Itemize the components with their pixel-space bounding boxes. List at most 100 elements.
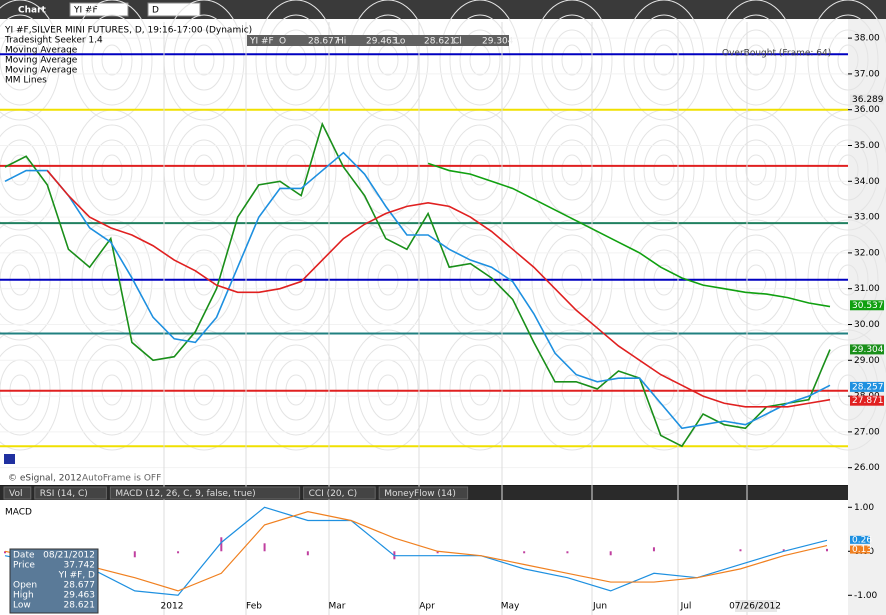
y-tick-label: 30.00 bbox=[854, 320, 880, 330]
y-tick-label: 37.00 bbox=[854, 69, 880, 79]
ohlc-text: Hi bbox=[337, 37, 346, 47]
backdrop-ring bbox=[837, 44, 859, 76]
backdrop-ring bbox=[183, 29, 225, 91]
backdrop-ring bbox=[0, 29, 41, 91]
series-line bbox=[4, 511, 828, 592]
backdrop-ring bbox=[725, 14, 787, 106]
x-tick-label: Apr bbox=[419, 602, 435, 612]
backdrop-ring bbox=[0, 0, 61, 121]
backdrop-ring bbox=[653, 154, 675, 186]
backdrop-ring bbox=[643, 139, 685, 201]
ohlc-text: O bbox=[279, 37, 286, 47]
backdrop-ring bbox=[101, 44, 123, 76]
macd-flag bbox=[850, 535, 870, 544]
y-tick-label: 35.00 bbox=[854, 141, 880, 151]
price-flag-label: 30.537 bbox=[852, 301, 884, 311]
backdrop-ring bbox=[275, 29, 317, 91]
price-flag-label: 27.871 bbox=[852, 396, 884, 406]
y-tick-label: 38.00 bbox=[854, 34, 880, 44]
ohlc-strip bbox=[247, 35, 509, 46]
data-window-value: 08/21/2012 bbox=[43, 551, 95, 561]
x-tick-label: Mar bbox=[329, 602, 346, 612]
y-tick-label: -1.00 bbox=[854, 591, 878, 601]
x-tick-label: May bbox=[501, 602, 520, 612]
tab-label[interactable]: Vol bbox=[9, 489, 22, 499]
interval-box[interactable] bbox=[147, 2, 201, 17]
tab-label[interactable]: MACD (12, 26, C, 9, false, true) bbox=[115, 489, 255, 499]
backdrop-ring bbox=[439, 0, 521, 121]
tab[interactable] bbox=[3, 486, 32, 500]
panel-title: MACD bbox=[5, 508, 32, 518]
ohlc-text: 28.677 bbox=[308, 37, 340, 47]
data-window-key: Price bbox=[13, 561, 35, 571]
backdrop-ring bbox=[183, 139, 225, 201]
data-window-value: 37.742 bbox=[64, 561, 96, 571]
backdrop-ring bbox=[377, 154, 399, 186]
study-label: Moving Average bbox=[5, 46, 78, 56]
price-flag-label: 28.257 bbox=[852, 382, 884, 392]
backdrop-ring bbox=[193, 154, 215, 186]
y-tick-label: 27.00 bbox=[854, 427, 880, 437]
x-tick-label: Jul bbox=[680, 602, 692, 612]
x-tick-label: Jun bbox=[592, 602, 607, 612]
tab-label[interactable]: RSI (14, C) bbox=[40, 489, 88, 499]
tab[interactable] bbox=[378, 486, 469, 500]
backdrop-ring bbox=[817, 124, 879, 216]
annotation: © eSignal, 2012 bbox=[8, 474, 82, 484]
backdrop-ring bbox=[745, 154, 767, 186]
ohlc-text: 28.621 bbox=[424, 37, 456, 47]
macd-flag bbox=[850, 545, 870, 554]
backdrop-ring bbox=[817, 14, 879, 106]
price-flag bbox=[850, 395, 884, 406]
backdrop-ring bbox=[643, 29, 685, 91]
tab[interactable] bbox=[303, 486, 376, 500]
backdrop-ring bbox=[561, 44, 583, 76]
backdrop-ring bbox=[193, 44, 215, 76]
backdrop-ring bbox=[347, 0, 429, 121]
backdrop-ring bbox=[101, 154, 123, 186]
backdrop-ring bbox=[0, 14, 51, 106]
backdrop-ring bbox=[265, 14, 327, 106]
symbol[interactable]: YI #F bbox=[73, 6, 98, 16]
price-flag bbox=[850, 300, 884, 311]
ohlc-text: YI #F bbox=[249, 37, 274, 47]
study-label: Moving Average bbox=[5, 56, 78, 66]
backdrop-ring bbox=[357, 14, 419, 106]
backdrop-ring bbox=[633, 14, 695, 106]
y-tick-label: 26.00 bbox=[854, 463, 880, 473]
backdrop-ring bbox=[367, 139, 409, 201]
backdrop-ring bbox=[459, 29, 501, 91]
interval[interactable]: D bbox=[152, 6, 159, 16]
series-line bbox=[427, 162, 831, 308]
window-title: Chart bbox=[18, 6, 47, 16]
y-tick-label: 34.00 bbox=[854, 177, 880, 187]
backdrop-ring bbox=[367, 29, 409, 91]
tab[interactable] bbox=[109, 486, 301, 500]
backdrop-ring bbox=[623, 0, 705, 121]
tab-label[interactable]: MoneyFlow (14) bbox=[384, 489, 456, 499]
backdrop-ring bbox=[541, 14, 603, 106]
y-tick-label: 36.00 bbox=[854, 105, 880, 115]
backdrop-ring bbox=[725, 124, 787, 216]
backdrop-ring bbox=[735, 139, 777, 201]
study-label: YI #F,SILVER MINI FUTURES, D, 19:16-17:0… bbox=[4, 26, 252, 36]
backdrop-ring bbox=[255, 0, 337, 121]
tab-label[interactable]: CCI (20, C) bbox=[309, 489, 358, 499]
study-label: Moving Average bbox=[5, 66, 78, 76]
tab[interactable] bbox=[34, 486, 107, 500]
series-line bbox=[4, 151, 831, 430]
data-window-key: High bbox=[13, 591, 34, 601]
backdrop-ring bbox=[541, 124, 603, 216]
backdrop-ring bbox=[81, 124, 143, 216]
ohlc-text: Lo bbox=[395, 37, 406, 47]
study-label: Tradesight Seeker 1.4 bbox=[4, 36, 103, 46]
macd-panel bbox=[0, 500, 848, 615]
y-tick-label: 1.00 bbox=[854, 503, 874, 513]
price-flag bbox=[850, 344, 884, 355]
backdrop-ring bbox=[827, 29, 869, 91]
price-flag bbox=[850, 94, 884, 105]
backdrop-ring bbox=[91, 139, 133, 201]
x-tick-label: 07/26/2012 bbox=[729, 602, 781, 612]
data-window-key: Low bbox=[13, 601, 31, 611]
